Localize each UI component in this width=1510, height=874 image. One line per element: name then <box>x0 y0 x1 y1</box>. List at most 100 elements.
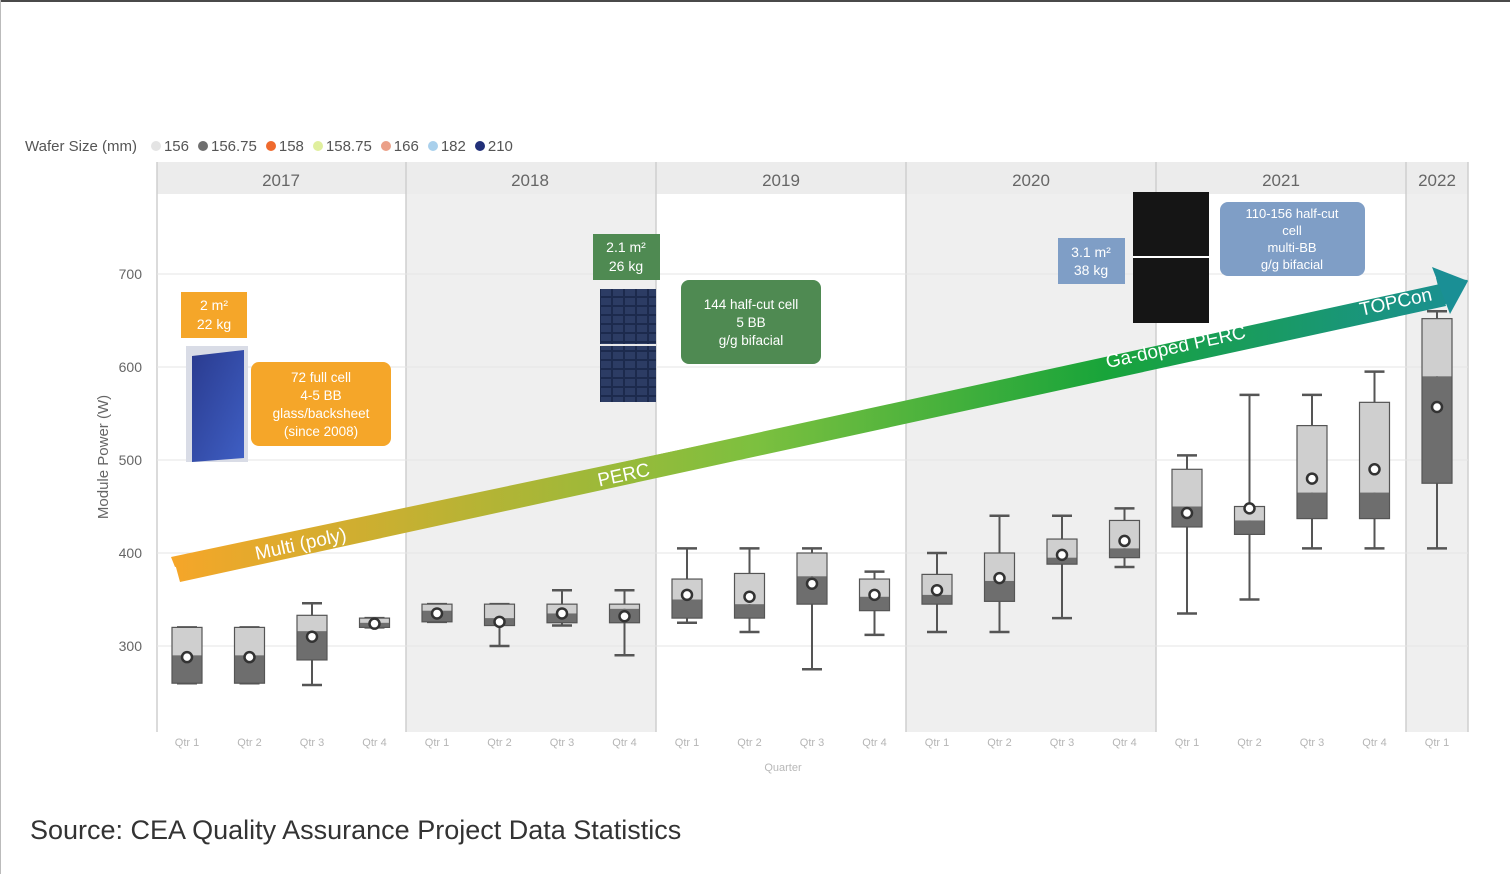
box-outline <box>1421 318 1453 484</box>
box-3 <box>296 601 328 687</box>
legend-item-182: 182 <box>427 138 466 155</box>
box-upper <box>484 604 515 619</box>
box-15 <box>1046 514 1078 620</box>
x-tick-label: Qtr 3 <box>1050 737 1074 749</box>
x-tick-label: Qtr 4 <box>612 737 636 749</box>
legend-swatch-158-75 <box>312 141 323 151</box>
x-tick-label: Qtr 4 <box>362 737 386 749</box>
area-weight-box-2021 <box>1058 238 1125 284</box>
x-tick-label: Qtr 2 <box>987 737 1011 749</box>
panel-face-2017 <box>192 350 244 462</box>
y-tick-label: 300 <box>119 638 143 654</box>
legend-label-156: 156 <box>163 137 189 155</box>
mean-marker <box>805 577 819 590</box>
box-lower <box>859 596 890 611</box>
box-outline <box>1171 468 1203 528</box>
box-outline <box>608 603 641 624</box>
box-16 <box>1108 507 1141 569</box>
x-tick-label: Qtr 2 <box>237 737 261 749</box>
box-outline <box>1296 424 1328 520</box>
box-upper <box>1422 318 1452 377</box>
x-tick-label: Qtr 1 <box>675 737 699 749</box>
spec-line-2017: 4-5 BB <box>300 388 341 403</box>
x-tick-label: Qtr 1 <box>1425 737 1449 749</box>
year-label: 2018 <box>511 171 549 190</box>
mean-marker <box>1430 400 1444 414</box>
module-area-2021: 3.1 m² <box>1071 244 1111 260</box>
spec-line-2021: cell <box>1282 223 1302 238</box>
box-lower <box>922 594 952 605</box>
mean-marker <box>1368 463 1381 476</box>
legend-label-210: 210 <box>487 137 513 155</box>
box-outline <box>796 552 828 605</box>
year-labels: 2017 2018 2019 2020 2021 2022 <box>262 171 1456 190</box>
box-lower <box>1422 376 1452 484</box>
box-lower <box>1297 492 1327 519</box>
spec-line-2017: 72 full cell <box>291 370 351 385</box>
box-upper <box>297 615 327 632</box>
x-tick-label: Qtr 4 <box>1112 737 1136 749</box>
mean-marker <box>368 617 381 630</box>
x-tick-label: Qtr 4 <box>862 737 886 749</box>
box-8 <box>608 588 641 657</box>
box-upper <box>1172 469 1202 507</box>
spec-line-2018: 5 BB <box>736 315 765 330</box>
mean-marker <box>493 615 506 629</box>
module-weight-2021: 38 kg <box>1074 262 1108 278</box>
x-tick-label: Qtr 1 <box>925 737 949 749</box>
box-upper <box>1359 402 1390 493</box>
box-21 <box>1421 309 1453 550</box>
spec-line-2021: multi-BB <box>1267 240 1316 255</box>
mean-marker <box>430 607 444 620</box>
box-outline <box>858 578 891 612</box>
spec-box-2017 <box>251 362 391 446</box>
box-lower <box>984 580 1015 602</box>
annotation-2021: 3.1 m² 38 kg 110-156 half-cut cell multi… <box>1058 192 1365 323</box>
left-border <box>0 0 1 874</box>
source-note: Source: CEA Quality Assurance Project Da… <box>30 815 682 845</box>
legend-label-156-75: 156.75 <box>210 137 257 155</box>
legend-swatch-182 <box>427 141 438 151</box>
mean-marker <box>243 650 256 664</box>
box-outline <box>421 603 453 623</box>
module-area-2017: 2 m² <box>200 297 228 313</box>
box-19 <box>1296 393 1328 550</box>
legend-item-158: 158 <box>265 138 304 155</box>
spec-box-2021 <box>1220 202 1365 276</box>
mean-marker <box>930 583 944 597</box>
legend-item-166: 166 <box>380 138 419 155</box>
x-tick-label: Qtr 3 <box>1300 737 1324 749</box>
box-outline <box>1358 401 1391 520</box>
legend-title: Wafer Size (mm) <box>25 137 137 155</box>
year-label: 2019 <box>762 171 800 190</box>
x-tick-label: Qtr 3 <box>300 737 324 749</box>
mean-marker <box>555 607 569 620</box>
legend-swatch-158 <box>265 141 276 151</box>
box-outline <box>733 572 766 619</box>
x-tick-label: Qtr 4 <box>1362 737 1386 749</box>
x-tick-label: Qtr 3 <box>550 737 574 749</box>
mean-marker <box>868 588 881 602</box>
legend-swatch-210 <box>474 141 485 151</box>
box-1 <box>171 626 203 685</box>
box-outline <box>921 573 953 605</box>
box-upper <box>1047 539 1077 558</box>
x-tick-label: Qtr 2 <box>487 737 511 749</box>
legend-swatch-156-75 <box>197 141 208 151</box>
mean-marker <box>1055 548 1069 562</box>
mean-marker <box>993 571 1006 585</box>
box-outline <box>1108 519 1141 559</box>
annotation-2017: 2 m² 22 kg 72 full cell 4-5 BB glass/bac… <box>181 292 391 462</box>
box-outline <box>171 626 203 684</box>
box-2 <box>233 626 266 685</box>
y-axis-ticks: 300 400 500 600 700 <box>119 266 143 654</box>
box-upper <box>797 553 827 577</box>
box-14 <box>983 514 1016 634</box>
x-tick-label: Qtr 2 <box>737 737 761 749</box>
mean-marker <box>618 609 631 623</box>
module-power-chart: 300 400 500 600 700 2017 2018 2019 2020 2021 2022… <box>95 162 1469 774</box>
year-label: 2022 <box>1418 171 1456 190</box>
box-10 <box>733 547 766 634</box>
box-upper <box>172 627 202 656</box>
box-11 <box>796 547 828 671</box>
